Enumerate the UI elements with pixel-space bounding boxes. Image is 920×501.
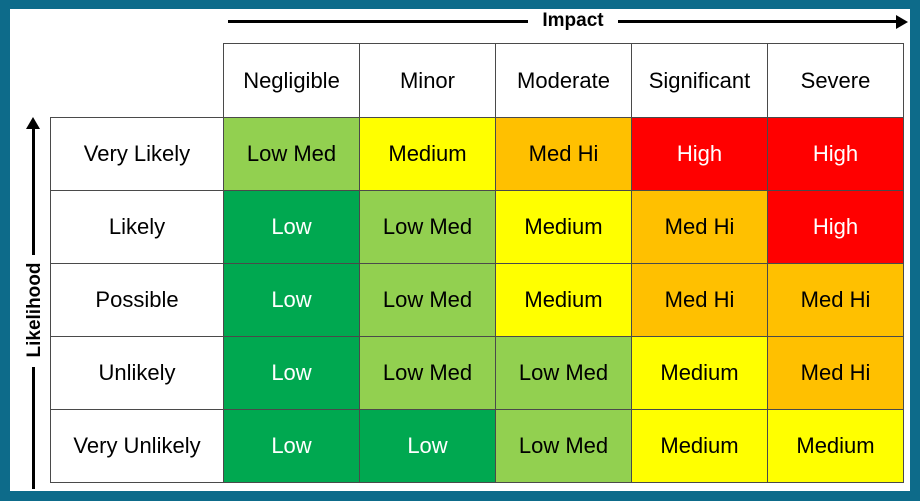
risk-cell: Med Hi [631,263,768,337]
risk-cell: Low Med [495,409,632,483]
risk-cell: Med Hi [495,117,632,191]
risk-cell: Low Med [359,190,496,264]
risk-cell: Medium [495,190,632,264]
risk-cell: Low [223,409,360,483]
likelihood-row-very-likely: Very Likely Low Med Medium Med Hi High H… [50,117,904,191]
risk-cell: Medium [767,409,904,483]
impact-axis-label: Impact [542,10,604,31]
likelihood-arrow-line-bottom [32,367,35,489]
likelihood-row-very-unlikely: Very Unlikely Low Low Low Med Medium Med… [50,409,904,483]
risk-cell: Low Med [359,263,496,337]
risk-cell: Low [223,263,360,337]
impact-arrow-line-right [618,20,898,23]
likelihood-arrowhead-icon [26,117,40,129]
risk-cell: Med Hi [767,336,904,410]
risk-cell: Medium [631,409,768,483]
risk-cell: Medium [495,263,632,337]
risk-cell: Low Med [223,117,360,191]
risk-cell: Med Hi [767,263,904,337]
risk-cell: Medium [631,336,768,410]
likelihood-axis-arrow: Likelihood [18,117,48,489]
likelihood-row-possible: Possible Low Low Med Medium Med Hi Med H… [50,263,904,337]
impact-header-severe: Severe [767,43,904,118]
likelihood-row-unlikely: Unlikely Low Low Med Low Med Medium Med … [50,336,904,410]
impact-header-minor: Minor [359,43,496,118]
impact-header-negligible: Negligible [223,43,360,118]
risk-cell: Low [223,336,360,410]
risk-cell: Medium [359,117,496,191]
likelihood-header-very-likely: Very Likely [50,117,224,191]
risk-cell: Low Med [495,336,632,410]
risk-matrix-panel: Impact Likelihood Negligible Minor Moder… [10,9,910,491]
likelihood-arrow-line-top [32,127,35,255]
impact-arrowhead-icon [896,15,908,29]
likelihood-row-likely: Likely Low Low Med Medium Med Hi High [50,190,904,264]
impact-arrow-line-left [228,20,528,23]
risk-matrix-table: Negligible Minor Moderate Significant Se… [50,43,904,483]
risk-cell: High [631,117,768,191]
risk-cell: High [767,190,904,264]
likelihood-header-unlikely: Unlikely [50,336,224,410]
risk-cell: Low [223,190,360,264]
likelihood-header-possible: Possible [50,263,224,337]
risk-cell: Med Hi [631,190,768,264]
corner-cell [50,43,224,118]
impact-axis-arrow: Impact [228,10,908,33]
risk-cell: Low [359,409,496,483]
impact-header-significant: Significant [631,43,768,118]
risk-cell: High [767,117,904,191]
impact-header-moderate: Moderate [495,43,632,118]
likelihood-header-very-unlikely: Very Unlikely [50,409,224,483]
risk-cell: Low Med [359,336,496,410]
likelihood-header-likely: Likely [50,190,224,264]
likelihood-axis-label: Likelihood [24,262,45,358]
impact-header-row: Negligible Minor Moderate Significant Se… [50,43,904,118]
